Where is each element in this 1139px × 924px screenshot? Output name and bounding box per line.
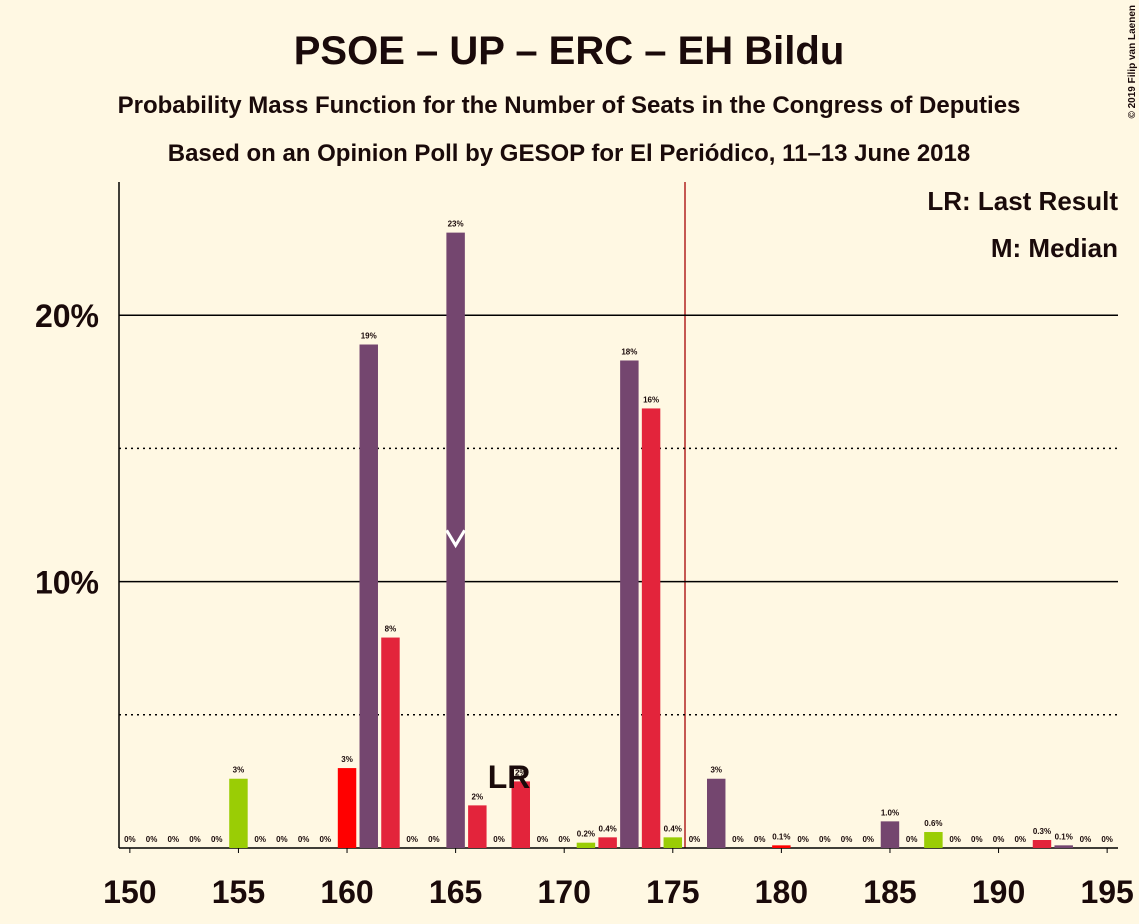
value-label: 0% — [493, 835, 505, 844]
bar — [1032, 840, 1052, 848]
value-label: 0% — [558, 835, 570, 844]
value-label: 0% — [732, 835, 744, 844]
value-label: 8% — [385, 625, 397, 634]
x-tick-label: 150 — [103, 874, 156, 910]
x-tick-label: 155 — [212, 874, 265, 910]
value-label: 3% — [710, 766, 722, 775]
copyright: © 2019 Filip van Laenen — [1127, 5, 1138, 119]
x-tick-label: 185 — [863, 874, 916, 910]
value-label: 0.2% — [577, 830, 595, 839]
legend-entry: M: Median — [991, 233, 1118, 263]
value-label: 0.4% — [599, 824, 617, 833]
bar — [511, 781, 531, 848]
x-tick-label: 165 — [429, 874, 482, 910]
bar — [706, 778, 726, 848]
value-label: 0% — [537, 835, 549, 844]
value-label: 3% — [341, 755, 353, 764]
value-label: 0% — [320, 835, 332, 844]
x-tick-label: 180 — [755, 874, 808, 910]
x-tick-label: 160 — [320, 874, 373, 910]
value-label: 0.3% — [1033, 827, 1051, 836]
value-label: 0% — [254, 835, 266, 844]
value-label: 19% — [361, 332, 377, 341]
value-label: 0% — [754, 835, 766, 844]
chart-title: PSOE – UP – ERC – EH Bildu — [294, 29, 845, 73]
bar — [337, 768, 357, 848]
value-label: 0% — [971, 835, 983, 844]
bar — [1054, 845, 1073, 848]
bar — [576, 842, 596, 848]
value-label: 0% — [949, 835, 961, 844]
bar — [446, 232, 465, 849]
value-label: 0% — [189, 835, 201, 844]
value-label: 0% — [797, 835, 809, 844]
median-marker — [445, 529, 466, 549]
x-tick-label: 195 — [1080, 874, 1133, 910]
value-label: 0.6% — [924, 819, 942, 828]
value-label: 0.1% — [1055, 832, 1073, 841]
x-tick-label: 190 — [972, 874, 1025, 910]
y-tick-label: 20% — [35, 298, 99, 334]
value-label: 3% — [233, 766, 245, 775]
bar — [880, 821, 900, 848]
value-label: 0% — [406, 835, 418, 844]
subtitle: Based on an Opinion Poll by GESOP for El… — [168, 140, 970, 167]
value-label: 0% — [298, 835, 310, 844]
value-label: 2% — [515, 768, 527, 777]
subtitle: Probability Mass Function for the Number… — [118, 92, 1021, 119]
value-label: 0% — [124, 835, 136, 844]
value-label: 0% — [1014, 835, 1026, 844]
bar — [620, 360, 639, 848]
bar — [359, 344, 378, 848]
value-label: 0% — [906, 835, 918, 844]
value-label: 0% — [862, 835, 874, 844]
value-label: 1.0% — [881, 808, 899, 817]
value-label: 0% — [689, 835, 701, 844]
value-label: 0% — [841, 835, 853, 844]
bar — [924, 832, 943, 848]
bar — [772, 845, 791, 848]
value-label: 0% — [428, 835, 440, 844]
bar — [663, 837, 683, 848]
value-label: 0% — [168, 835, 180, 844]
value-label: 18% — [621, 347, 637, 356]
x-tick-label: 170 — [538, 874, 591, 910]
last-result-label: LR — [488, 759, 531, 795]
bar — [229, 778, 248, 848]
value-label: 0% — [146, 835, 158, 844]
bar — [598, 837, 617, 848]
bar — [468, 805, 487, 848]
y-tick-label: 10% — [35, 565, 99, 601]
value-label: 0.1% — [772, 832, 790, 841]
value-label: 23% — [448, 220, 464, 229]
value-label: 0% — [211, 835, 223, 844]
value-label: 16% — [643, 395, 659, 404]
value-label: 0% — [1101, 835, 1113, 844]
value-label: 2% — [472, 792, 484, 801]
value-label: 0.4% — [664, 824, 682, 833]
bar — [381, 637, 400, 848]
value-label: 0% — [993, 835, 1005, 844]
x-tick-label: 175 — [646, 874, 699, 910]
bar — [641, 408, 661, 848]
value-label: 0% — [1080, 835, 1092, 844]
legend-entry: LR: Last Result — [927, 186, 1118, 216]
value-label: 0% — [819, 835, 831, 844]
value-label: 0% — [276, 835, 288, 844]
